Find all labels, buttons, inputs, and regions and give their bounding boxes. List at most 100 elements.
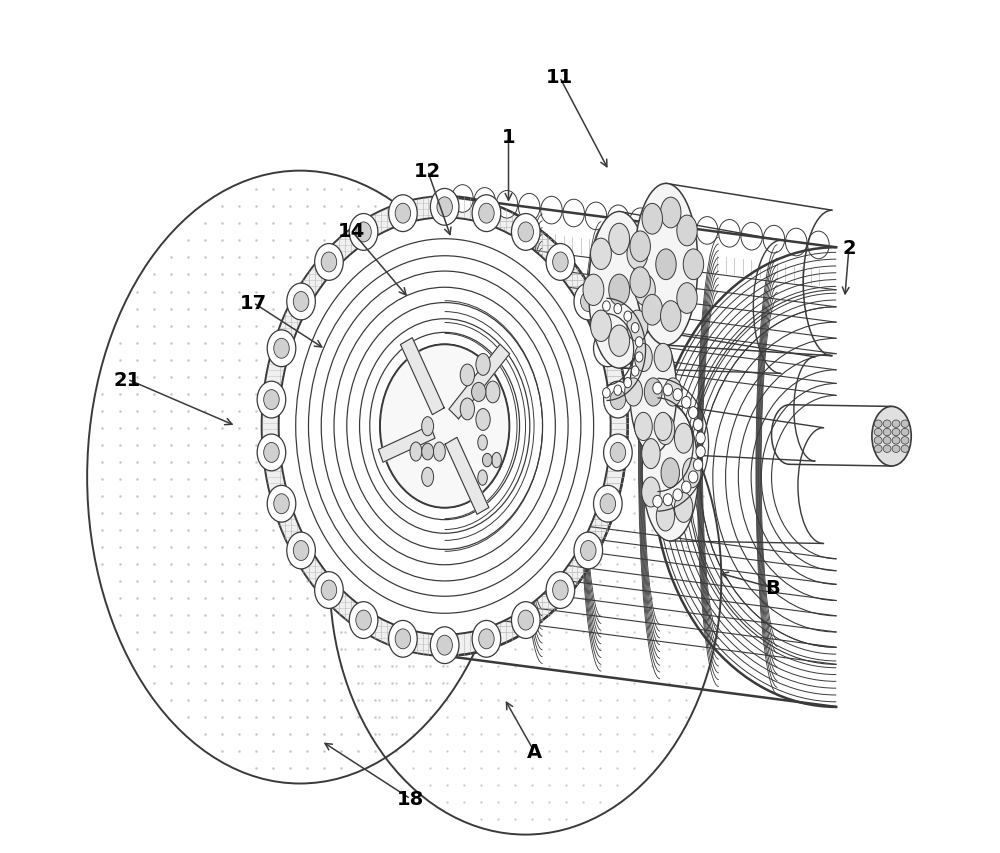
Ellipse shape [741,223,762,251]
Ellipse shape [293,293,309,312]
Text: 17: 17 [240,293,267,313]
Ellipse shape [321,580,337,601]
Ellipse shape [585,203,607,230]
Ellipse shape [901,437,909,444]
Ellipse shape [874,437,882,444]
Ellipse shape [476,409,490,431]
Ellipse shape [395,204,411,223]
Ellipse shape [630,268,650,299]
Ellipse shape [472,383,486,402]
Polygon shape [378,426,435,462]
Polygon shape [445,438,489,514]
Ellipse shape [901,421,909,428]
Ellipse shape [262,197,628,656]
Text: 12: 12 [414,162,441,181]
Ellipse shape [437,198,452,218]
Ellipse shape [460,364,475,386]
Ellipse shape [422,444,434,461]
Ellipse shape [279,218,611,635]
Ellipse shape [594,485,622,523]
Ellipse shape [257,434,286,471]
Ellipse shape [642,478,660,508]
Ellipse shape [518,223,534,242]
Ellipse shape [642,405,698,542]
Ellipse shape [624,311,632,322]
Ellipse shape [652,212,673,239]
Ellipse shape [763,226,785,253]
Text: 11: 11 [546,68,573,87]
Ellipse shape [696,218,718,245]
Ellipse shape [476,354,490,376]
Ellipse shape [478,435,487,450]
Ellipse shape [674,493,693,523]
Ellipse shape [604,434,632,471]
Ellipse shape [883,421,891,428]
Ellipse shape [883,445,891,453]
Ellipse shape [631,367,639,377]
Ellipse shape [874,421,882,428]
Ellipse shape [634,275,655,306]
Ellipse shape [257,382,286,419]
Ellipse shape [437,635,452,655]
Ellipse shape [614,305,622,315]
Ellipse shape [287,284,315,321]
Ellipse shape [661,458,679,488]
Ellipse shape [892,437,900,444]
Ellipse shape [901,445,909,453]
Ellipse shape [389,621,417,658]
Ellipse shape [663,385,673,397]
Ellipse shape [719,220,740,248]
Ellipse shape [589,212,650,368]
Text: B: B [765,578,780,598]
Ellipse shape [492,453,501,468]
Ellipse shape [496,191,518,219]
Ellipse shape [892,429,900,436]
Ellipse shape [689,472,698,484]
Ellipse shape [433,443,445,461]
Ellipse shape [683,458,701,488]
Ellipse shape [603,388,610,398]
Polygon shape [400,339,444,415]
Ellipse shape [656,415,675,445]
Ellipse shape [511,602,540,639]
Ellipse shape [356,611,371,630]
Ellipse shape [264,390,279,410]
Ellipse shape [693,419,703,431]
Ellipse shape [356,223,371,242]
Ellipse shape [422,417,434,436]
Ellipse shape [630,331,677,454]
Ellipse shape [349,214,378,251]
Ellipse shape [574,284,603,321]
Ellipse shape [631,323,639,334]
Ellipse shape [422,467,434,487]
Ellipse shape [553,252,568,273]
Ellipse shape [518,194,540,222]
Ellipse shape [656,250,676,281]
Ellipse shape [482,454,492,467]
Ellipse shape [642,295,662,326]
Ellipse shape [609,224,630,255]
Ellipse shape [610,390,626,410]
Ellipse shape [654,344,672,372]
Ellipse shape [663,494,673,506]
Ellipse shape [546,244,575,281]
Polygon shape [449,345,510,420]
Ellipse shape [874,429,882,436]
Ellipse shape [604,382,632,419]
Ellipse shape [661,301,681,332]
Ellipse shape [511,214,540,251]
Ellipse shape [696,432,705,444]
Ellipse shape [600,494,616,514]
Ellipse shape [430,189,459,226]
Ellipse shape [635,337,643,347]
Ellipse shape [293,541,309,560]
Ellipse shape [581,293,596,312]
Ellipse shape [607,206,629,234]
Ellipse shape [682,397,691,409]
Ellipse shape [635,352,643,363]
Ellipse shape [634,184,698,345]
Ellipse shape [474,189,495,216]
Ellipse shape [274,339,289,359]
Ellipse shape [689,407,698,419]
Ellipse shape [574,532,603,569]
